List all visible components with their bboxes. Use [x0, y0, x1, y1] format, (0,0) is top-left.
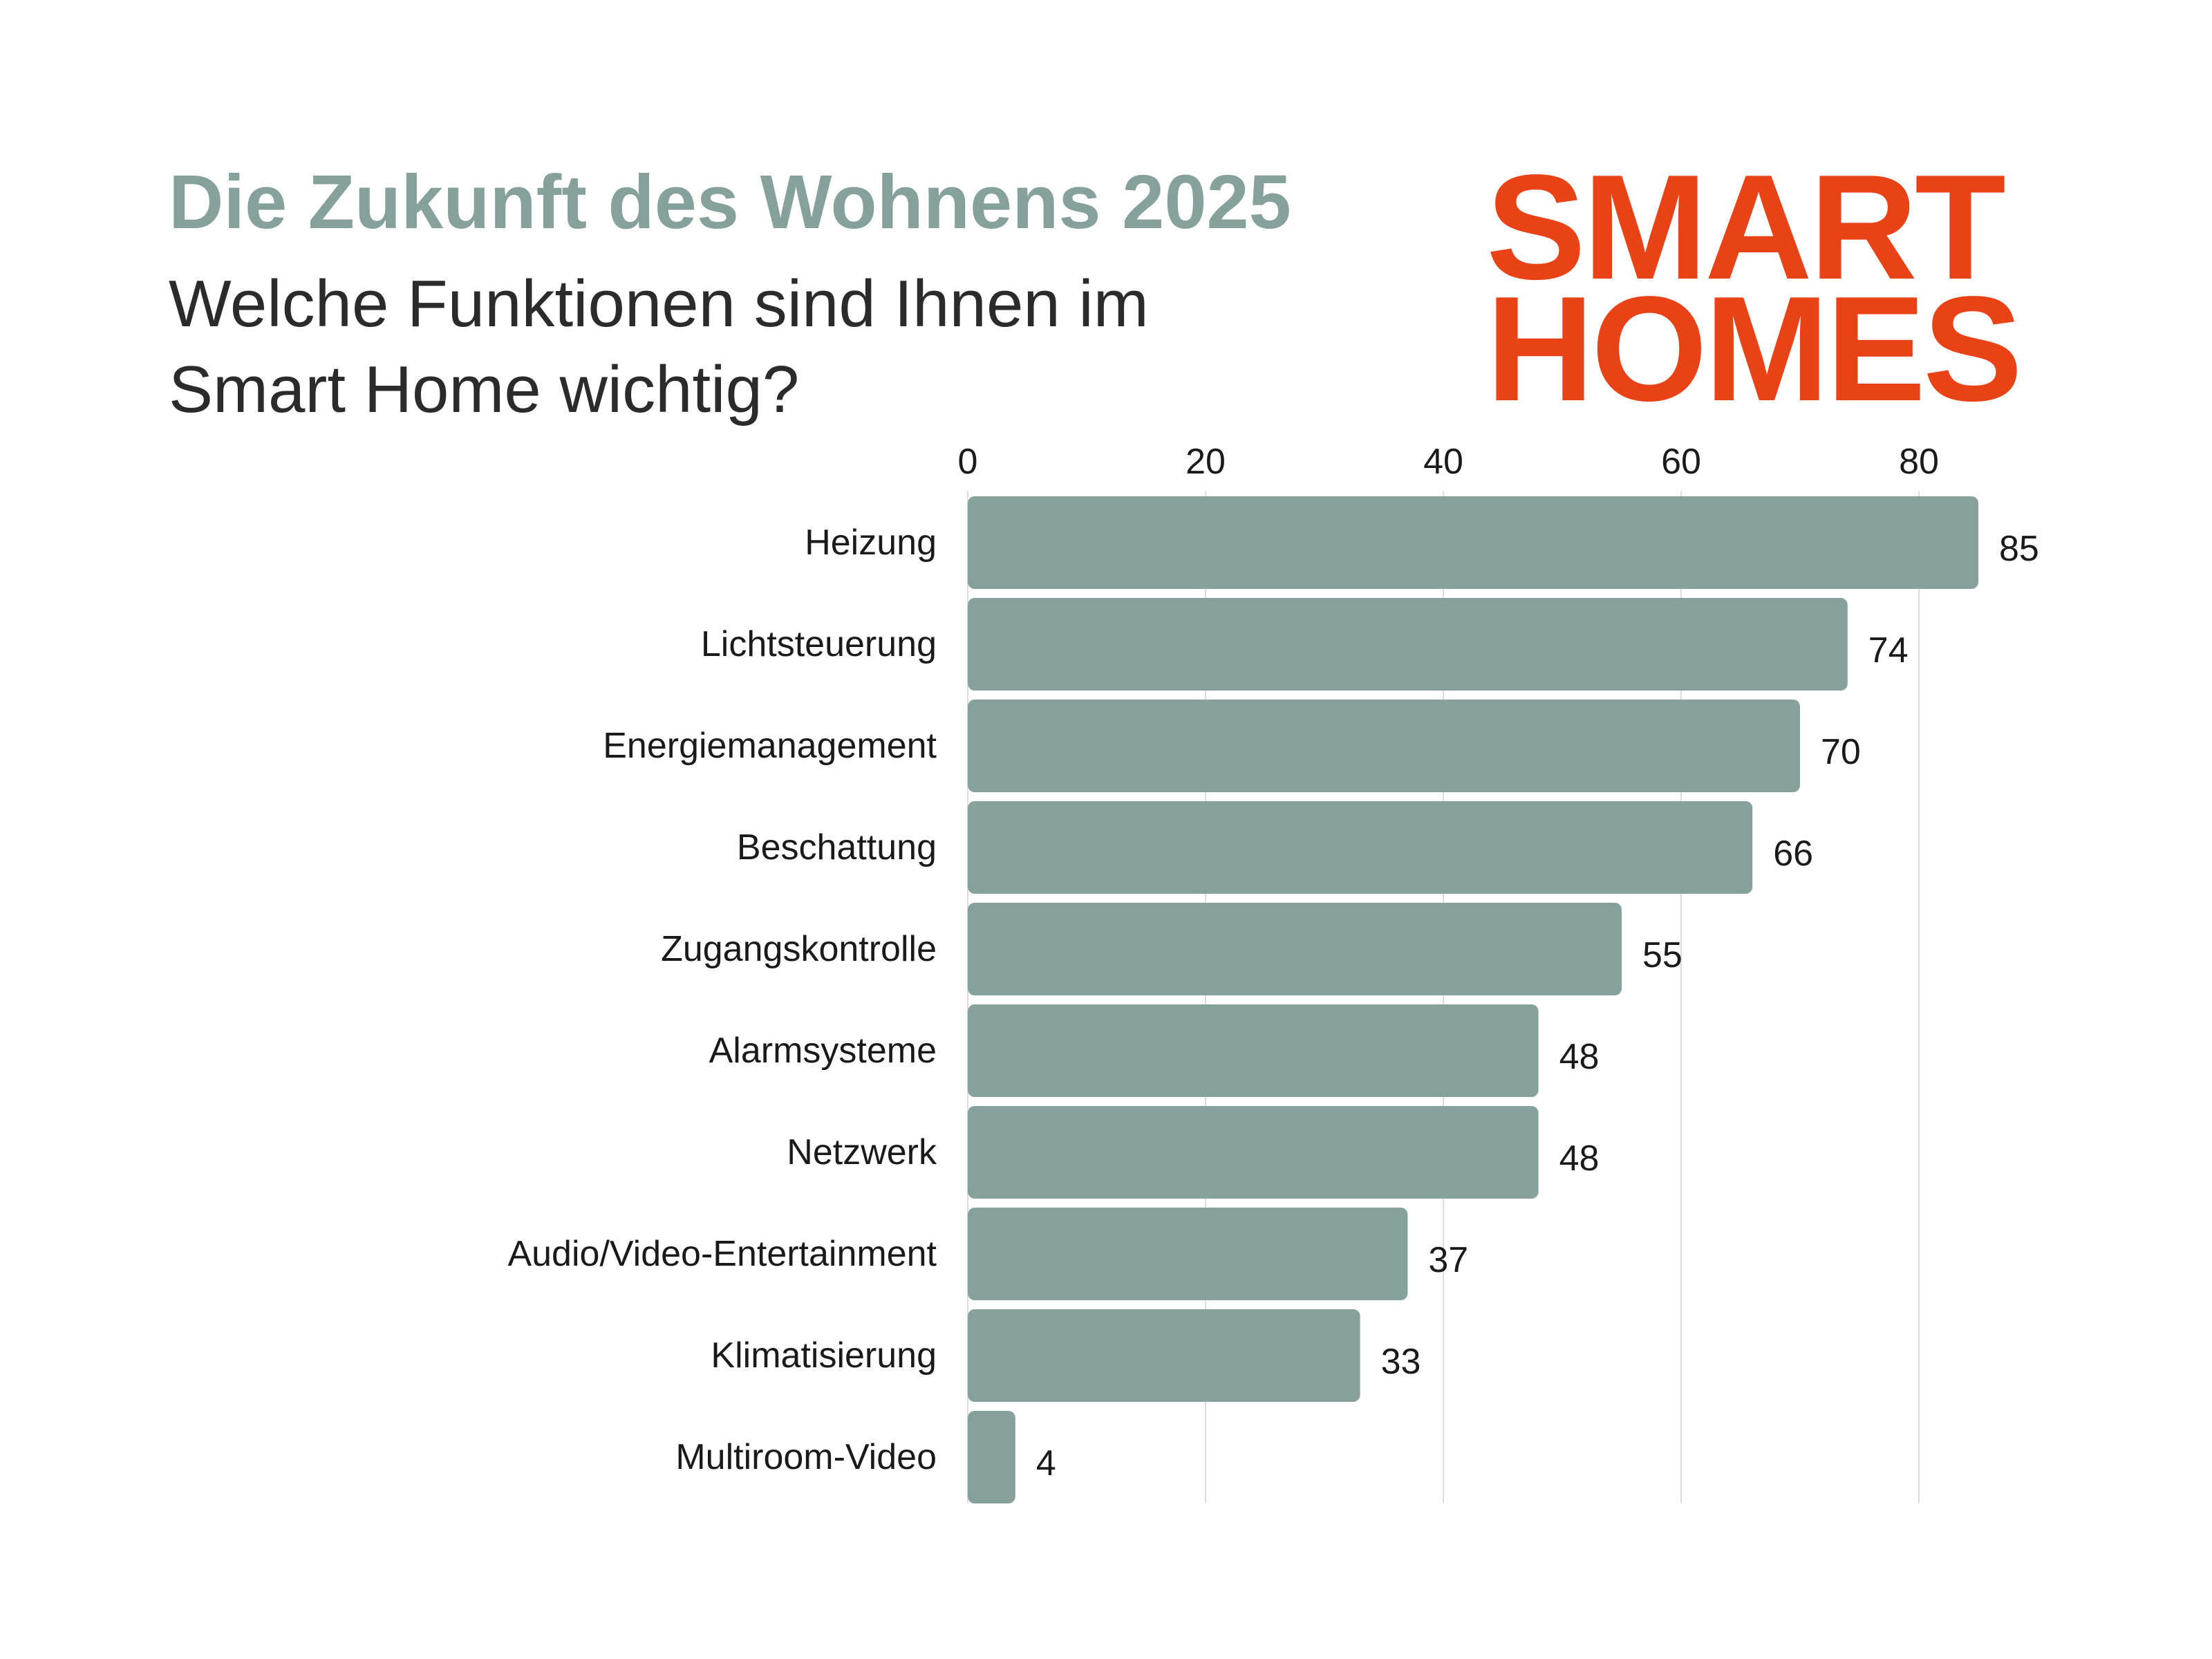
- value-label: 4: [1036, 1443, 1056, 1483]
- value-labels: 85 74 70 66 55 48 48 37 33 4: [1036, 529, 2039, 1483]
- bar-klimatisierung: [968, 1309, 1360, 1402]
- bar-netzwerk: [968, 1106, 1539, 1199]
- smart-homes-logo: SMART HOMES: [1486, 143, 2060, 432]
- logo-line-2: HOMES: [1486, 265, 2023, 432]
- bar-energiemanagement: [968, 700, 1800, 792]
- bar-alarmsysteme: [968, 1004, 1539, 1097]
- value-label: 33: [1381, 1342, 1421, 1382]
- value-label: 37: [1428, 1240, 1468, 1280]
- value-label: 55: [1642, 935, 1683, 975]
- value-label: 48: [1559, 1037, 1600, 1077]
- bar-audio-video-entertainment: [968, 1208, 1408, 1300]
- category-labels: Heizung Lichtsteuerung Energiemanagement Be…: [507, 523, 937, 1477]
- category-label: Beschattung: [737, 827, 937, 868]
- category-label: Heizung: [805, 523, 937, 563]
- category-label: Klimatisierung: [711, 1335, 937, 1376]
- value-label: 74: [1868, 630, 1909, 671]
- category-label: Zugangskontrolle: [661, 929, 937, 969]
- value-label: 66: [1773, 834, 1813, 874]
- bar-heizung: [968, 496, 1978, 589]
- bar-zugangskontrolle: [968, 903, 1622, 995]
- x-tick-label: 60: [1661, 442, 1701, 482]
- x-tick-label: 0: [958, 442, 978, 482]
- category-label: Multiroom-Video: [675, 1437, 937, 1477]
- category-label: Alarmsysteme: [709, 1031, 937, 1071]
- chart-title: Die Zukunft des Wohnens 2025: [169, 160, 1291, 245]
- bar-multiroom-video: [968, 1411, 1015, 1503]
- value-label: 48: [1559, 1138, 1600, 1179]
- value-label: 85: [1999, 529, 2039, 569]
- category-label: Audio/Video-Entertainment: [507, 1234, 937, 1274]
- value-label: 70: [1821, 732, 1861, 772]
- category-label: Energiemanagement: [603, 726, 937, 766]
- x-tick-label: 40: [1423, 442, 1463, 482]
- bar-lichtsteuerung: [968, 598, 1848, 691]
- x-tick-label: 80: [1899, 442, 1939, 482]
- chart-subtitle: Welche Funktionen sind Ihnen im Smart Ho…: [169, 267, 1149, 427]
- x-tick-label: 20: [1185, 442, 1226, 482]
- logo-line-1: SMART: [1486, 143, 2006, 310]
- x-axis-ticks: 0 20 40 60 80: [958, 442, 1939, 482]
- bar-beschattung: [968, 801, 1753, 894]
- bars: [968, 496, 1978, 1503]
- category-label: Netzwerk: [787, 1132, 937, 1172]
- category-label: Lichtsteuerung: [701, 624, 937, 664]
